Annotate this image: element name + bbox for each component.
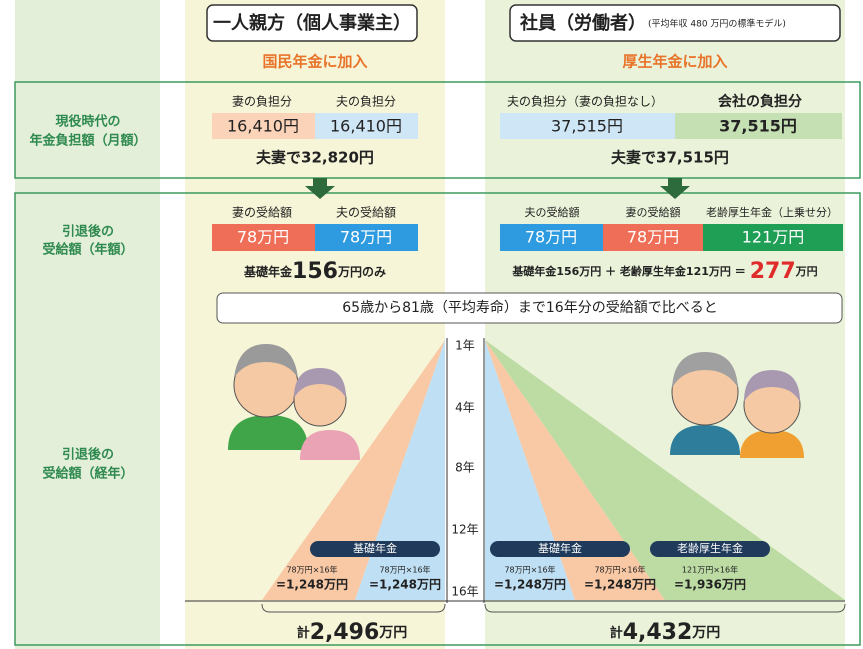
- amount: 37,515円: [719, 117, 797, 136]
- header-title: 社員（労働者）: [520, 12, 646, 34]
- calc-result: =1,936万円: [674, 578, 746, 592]
- year-label: 8年: [455, 461, 475, 475]
- amount: 16,410円: [227, 117, 299, 136]
- calc-result: =1,248万円: [584, 578, 656, 592]
- cell-header: 夫の負担分: [336, 95, 396, 109]
- amount: 16,410円: [330, 117, 402, 136]
- cell-header: 妻の受給額: [626, 205, 681, 219]
- summary-suffix: 万円のみ: [337, 265, 386, 279]
- cell-header: 妻の負担分: [232, 95, 292, 109]
- row-label: 受給額（経年）: [42, 466, 133, 482]
- summary-text: 基礎年金156万円 ＋ 老齢厚生年金121万円 ＝: [511, 264, 745, 278]
- amount: 121万円: [742, 228, 805, 247]
- pill-text: 老齢厚生年金: [677, 541, 743, 555]
- total-suffix: 万円: [691, 625, 720, 641]
- year-label: 4年: [455, 401, 475, 415]
- total: 夫妻で37,515円: [611, 149, 729, 167]
- cell-header: 会社の負担分: [718, 93, 802, 110]
- summary-suffix: 万円: [795, 265, 818, 278]
- plan: 厚生年金に加入: [622, 53, 727, 71]
- row-label: 引退後の: [62, 447, 114, 463]
- calc-result: =1,248万円: [369, 578, 441, 592]
- cell-header: 老齢厚生年金（上乗せ分）: [706, 205, 838, 219]
- summary-text: 基礎年金: [243, 264, 293, 279]
- calc-result: =1,248万円: [276, 578, 348, 592]
- total-prefix: 計: [610, 625, 623, 641]
- calc-formula: 78万円×16年: [504, 565, 555, 575]
- pill-text: 基礎年金: [353, 541, 397, 555]
- year-label: 16年: [451, 585, 478, 599]
- calc-formula: 78万円×16年: [286, 565, 337, 575]
- cell-header: 妻の受給額: [232, 206, 292, 220]
- amount: 78万円: [237, 228, 289, 247]
- header-note: (平均年収 480 万円の標準モデル): [648, 18, 786, 30]
- row-label: 受給額（年額）: [42, 242, 133, 258]
- amount: 78万円: [525, 228, 577, 247]
- total-prefix: 計: [297, 625, 310, 641]
- row-label: 現役時代の: [55, 114, 120, 130]
- amount: 78万円: [627, 228, 679, 247]
- cell-header: 夫の負担分（妻の負担なし）: [507, 95, 663, 109]
- header-title: 一人親方（個人事業主）: [213, 12, 411, 34]
- banner-text: 65歳から81歳（平均寿命）まで16年分の受給額で比べると: [342, 299, 717, 316]
- total-suffix: 万円: [378, 625, 407, 641]
- row-label: 引退後の: [62, 224, 114, 240]
- calc-formula: 78万円×16年: [379, 565, 430, 575]
- summary-amount: 156: [292, 259, 338, 284]
- total: 夫妻で32,820円: [256, 149, 374, 167]
- year-label: 12年: [451, 523, 478, 537]
- total-amount: 2,496: [310, 620, 380, 645]
- pill-text: 基礎年金: [538, 541, 582, 555]
- amount: 78万円: [340, 228, 392, 247]
- calc-result: =1,248万円: [494, 578, 566, 592]
- calc-formula: 121万円×16年: [682, 565, 738, 575]
- calc-formula: 78万円×16年: [594, 565, 645, 575]
- row-label: 年金負担額（月額）: [29, 133, 146, 149]
- total-amount: 4,432: [623, 620, 693, 645]
- cell-header: 夫の受給額: [336, 206, 396, 220]
- amount: 37,515円: [551, 117, 623, 136]
- plan: 国民年金に加入: [262, 53, 367, 71]
- summary-amount: 277: [750, 259, 796, 284]
- year-label: 1年: [455, 339, 475, 353]
- cell-header: 夫の受給額: [525, 205, 580, 219]
- label-band: [15, 0, 160, 649]
- infographic: 一人親方（個人事業主） 社員（労働者） (平均年収 480 万円の標準モデル) …: [0, 0, 863, 649]
